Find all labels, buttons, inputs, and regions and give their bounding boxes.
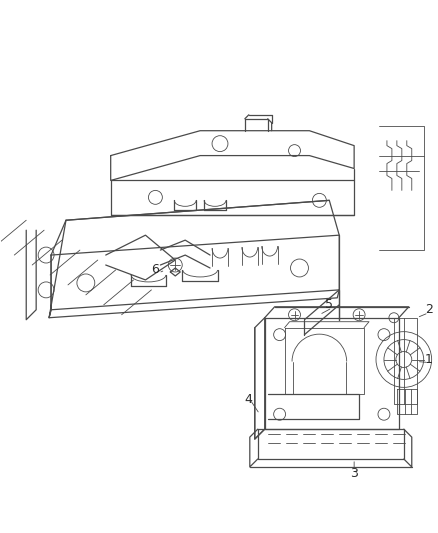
Text: 1: 1 <box>425 353 433 366</box>
Text: 6: 6 <box>152 263 159 277</box>
Text: 3: 3 <box>350 467 358 480</box>
Text: 2: 2 <box>425 303 433 316</box>
Text: 5: 5 <box>325 298 333 311</box>
Text: 4: 4 <box>244 393 252 406</box>
